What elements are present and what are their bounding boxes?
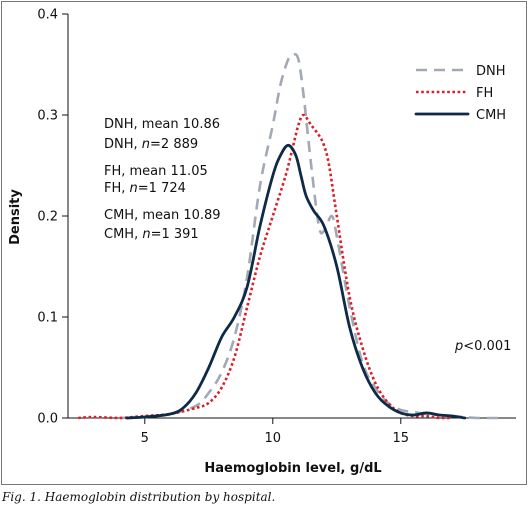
y-axis-title: Density	[8, 189, 23, 245]
legend: DNH FH CMH	[414, 64, 506, 123]
y-tick-label: 0.4	[37, 8, 58, 23]
axes: 0.0 0.1 0.2 0.3 0.4 5 10 15	[37, 8, 516, 446]
figure-frame	[1, 1, 527, 485]
series-line-fh	[78, 113, 452, 420]
figure-caption: Fig. 1. Haemoglobin distribution by hosp…	[2, 490, 276, 504]
series-line-dnh	[119, 52, 504, 420]
y-tick-label: 0.1	[37, 311, 58, 326]
density-chart: 0.0 0.1 0.2 0.3 0.4 5 10 15 DNH FH CMH Haemoglobi…	[8, 8, 516, 476]
fh-mean-annotation: FH, mean 11.05	[104, 164, 208, 179]
x-tick-label: 10	[265, 431, 282, 446]
series-line-cmh	[125, 143, 467, 420]
dnh-mean-annotation: DNH, mean 10.86	[104, 117, 220, 132]
cmh-mean-annotation: CMH, mean 10.89	[104, 208, 221, 223]
fh-n-annotation: FH, n=1 724	[104, 181, 186, 196]
y-tick-label: 0.2	[37, 210, 58, 225]
x-tick-label: 15	[393, 431, 410, 446]
cmh-n-annotation: CMH, n=1 391	[104, 227, 199, 242]
legend-label-cmh: CMH	[476, 108, 506, 123]
legend-label-dnh: DNH	[476, 64, 506, 79]
legend-label-fh: FH	[476, 86, 493, 101]
x-tick-label: 5	[141, 431, 149, 446]
dnh-n-annotation: DNH, n=2 889	[104, 137, 199, 152]
series-layer	[78, 52, 504, 420]
y-tick-label: 0.0	[37, 412, 58, 427]
p-value-annotation: p<0.001	[455, 339, 512, 354]
x-axis-title: Haemoglobin level, g/dL	[204, 461, 381, 476]
y-tick-label: 0.3	[37, 109, 58, 124]
